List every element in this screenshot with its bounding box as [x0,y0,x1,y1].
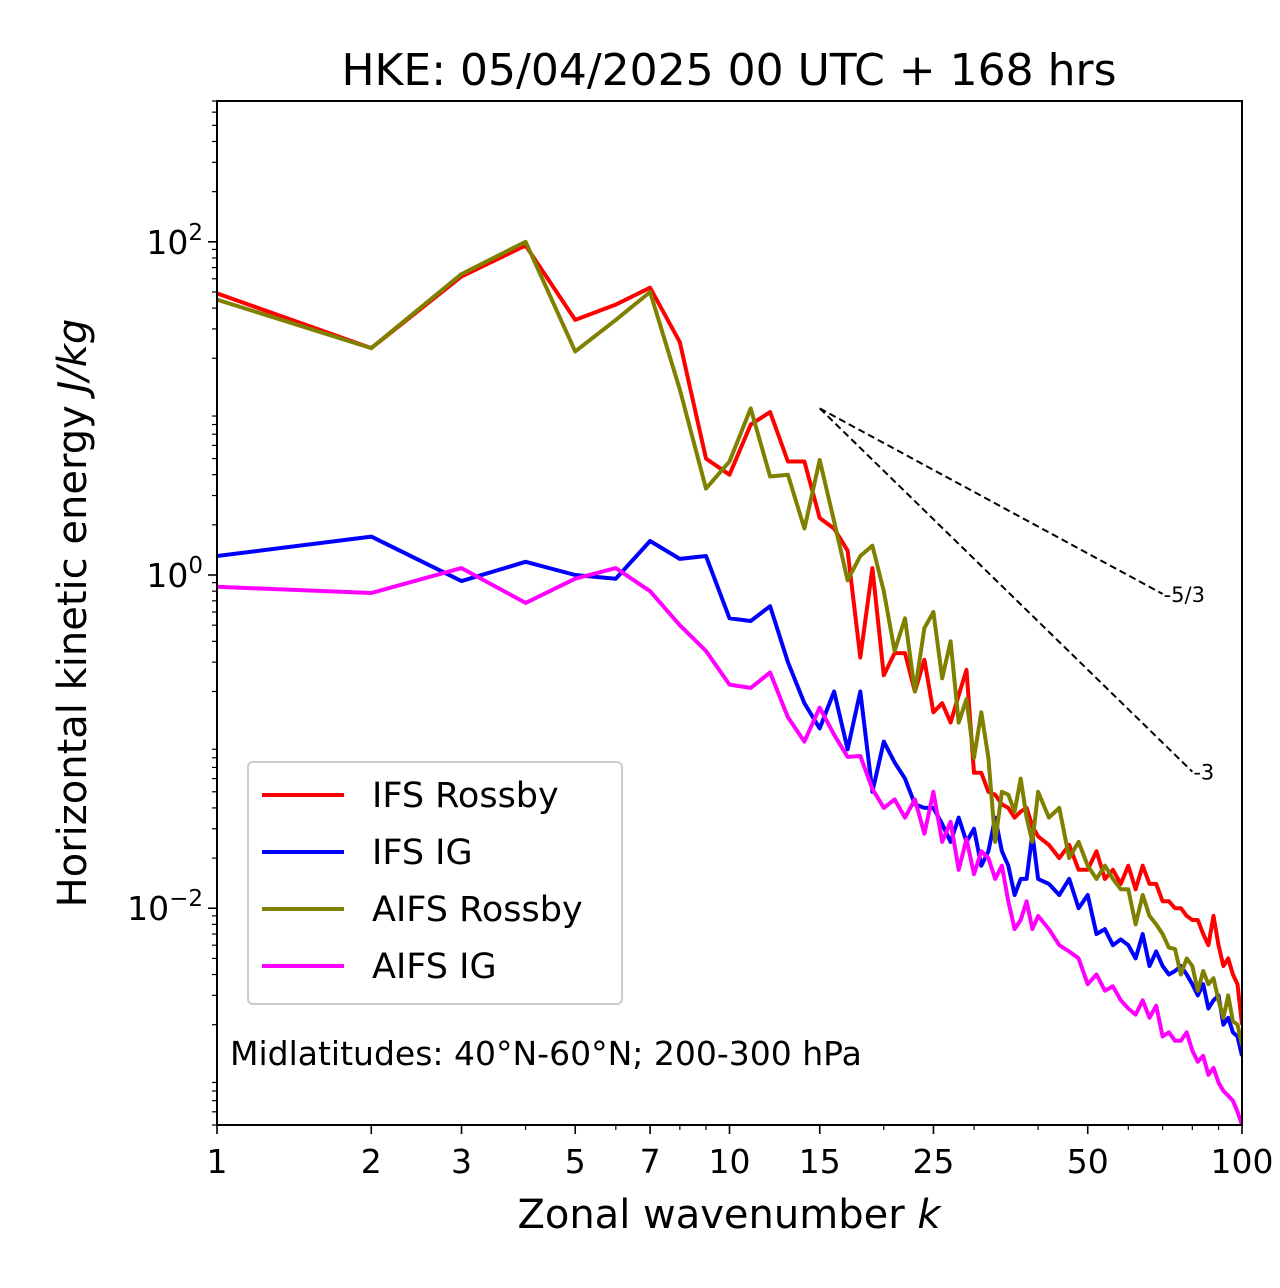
y-axis-label: Horizontal kinetic energy J/kg [50,319,96,908]
reference-slope-line [819,407,1194,773]
x-tick-label: 2 [361,1142,382,1181]
y-tick-label-exponent: −2 [169,886,203,912]
x-tick-label: 50 [1067,1142,1109,1181]
y-tick-label: 10−2 [127,886,203,928]
reference-slope-label: -3 [1193,761,1214,785]
y-tick-label-base: 10 [146,556,188,595]
legend-label: IFS Rossby [372,776,559,816]
series-layer [217,239,1242,1125]
y-tick-label-base: 10 [127,889,169,928]
y-tick-label-base: 10 [146,223,188,262]
x-tick-label: 10 [709,1142,751,1181]
series-line-ifs-rossby [217,243,1242,1025]
y-tick-label-exponent: 0 [188,553,203,579]
x-tick-label: 5 [565,1142,586,1181]
reference-slope-label: -5/3 [1164,583,1205,607]
x-tick-label: 25 [912,1142,954,1181]
region-annotation: Midlatitudes: 40°N-60°N; 200-300 hPa [230,1034,862,1073]
x-axis-label: Zonal wavenumber k [517,1192,942,1238]
x-tick-label: 3 [451,1142,472,1181]
x-tick-label: 7 [640,1142,661,1181]
x-axis-ticks: 1 2 3 5 7 10 15 25 50 100 [207,1125,1274,1181]
x-tick-label: 100 [1211,1142,1274,1181]
y-axis-label-text: Horizontal kinetic energy [50,405,96,907]
series-line-aifs-ig [217,566,1242,1125]
legend: IFS Rossby IFS IG AIFS Rossby AIFS IG [247,761,623,1005]
y-tick-label: 100 [146,553,203,595]
chart-title: HKE: 05/04/2025 00 UTC + 168 hrs [341,45,1116,96]
series-line-aifs-rossby [217,239,1242,1046]
legend-label: AIFS Rossby [372,890,583,930]
reference-slope-line [819,407,1164,595]
y-axis-label-unit: J/kg [50,319,96,400]
reference-slopes: -5/3 -3 [819,407,1214,785]
y-tick-label-exponent: 2 [188,220,203,246]
x-axis-label-variable: k [917,1192,942,1238]
x-tick-label: 1 [207,1142,228,1181]
x-tick-label: 15 [799,1142,841,1181]
y-tick-label: 102 [146,220,203,262]
legend-label: AIFS IG [372,947,497,987]
legend-label: IFS IG [372,833,473,873]
legend-box [247,761,623,1005]
x-axis-label-text: Zonal wavenumber [517,1192,905,1238]
